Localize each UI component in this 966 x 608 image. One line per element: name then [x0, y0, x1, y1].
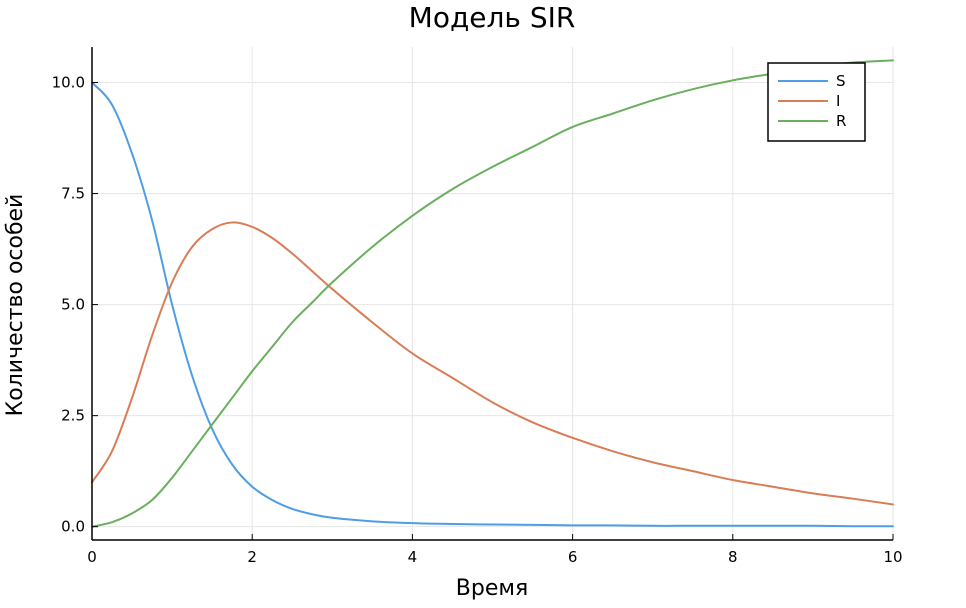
- legend-label-r: R: [836, 112, 846, 130]
- y-tick-label: 7.5: [61, 185, 85, 203]
- legend: SIR: [767, 62, 866, 142]
- ticks: 0 2 4 6 8 10 0.0 2.5 5.0 7.5 10.0: [52, 74, 903, 566]
- series-lines: [91, 59, 894, 528]
- x-axis-label: Время: [456, 576, 528, 601]
- x-tick-label: 10: [883, 548, 902, 566]
- x-tick-label: 4: [408, 548, 418, 566]
- series-line-s: [91, 81, 894, 528]
- y-tick-label: 5.0: [61, 296, 85, 314]
- legend-label-i: I: [836, 92, 840, 110]
- legend-label-s: S: [836, 72, 846, 90]
- grid: [91, 47, 894, 540]
- x-tick-label: 6: [568, 548, 578, 566]
- axes: [91, 47, 893, 541]
- y-tick-label: 10.0: [52, 74, 85, 92]
- series-line-r: [91, 59, 894, 528]
- chart-title: Модель SIR: [409, 1, 576, 34]
- y-axis-label: Количество особей: [3, 194, 28, 417]
- y-tick-label: 2.5: [61, 407, 85, 425]
- x-tick-label: 2: [247, 548, 257, 566]
- y-tick-label: 0.0: [61, 518, 85, 536]
- x-tick-label: 8: [728, 548, 738, 566]
- series-line-i: [91, 221, 894, 506]
- x-tick-label: 0: [87, 548, 97, 566]
